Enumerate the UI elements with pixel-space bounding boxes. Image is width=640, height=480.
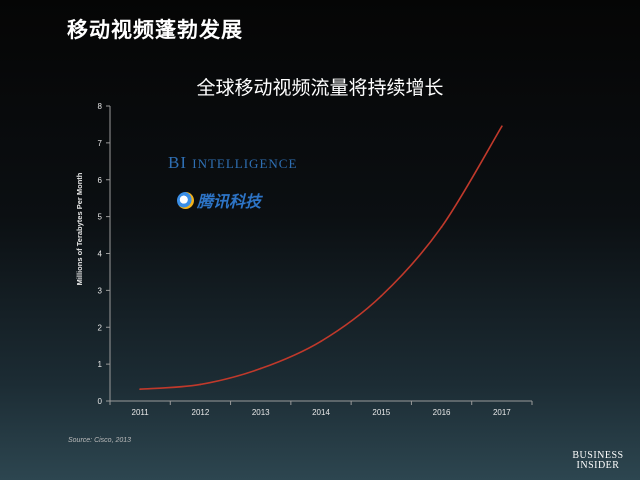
bi-watermark-main: BI: [168, 153, 187, 172]
y-tick-label: 1: [98, 360, 103, 369]
logo-line-2: Insider: [576, 460, 620, 471]
series-line: [140, 125, 503, 390]
x-tick-label: 2012: [192, 408, 210, 417]
slide-title: 移动视频蓬勃发展: [67, 18, 243, 42]
bi-intelligence-watermark: BI Intelligence: [168, 153, 297, 173]
data-point: [500, 125, 503, 128]
y-tick-label: 0: [98, 397, 103, 406]
x-tick-label: 2014: [312, 408, 330, 417]
x-tick-label: 2017: [493, 408, 511, 417]
y-tick-label: 4: [98, 250, 103, 259]
data-point: [139, 388, 142, 391]
y-tick-label: 6: [98, 176, 103, 185]
data-point: [440, 226, 443, 228]
x-tick-label: 2016: [433, 408, 451, 417]
data-point: [199, 383, 202, 386]
y-tick-label: 3: [98, 286, 103, 295]
y-axis-label: Millions of Terabytes Per Month: [75, 172, 84, 286]
logo-line-1: Business: [572, 450, 624, 461]
data-point: [320, 340, 322, 343]
x-tick-label: 2011: [132, 408, 150, 417]
bi-watermark-rest: Intelligence: [192, 156, 298, 171]
tencent-watermark: 腾讯科技: [177, 188, 261, 212]
data-point: [380, 295, 383, 297]
y-tick-label: 5: [98, 213, 103, 222]
tencent-logo-icon: [177, 191, 194, 209]
x-tick-label: 2013: [252, 408, 270, 417]
y-tick-label: 7: [98, 139, 103, 148]
chart-title: 全球移动视频流量将持续增长: [196, 77, 444, 99]
y-tick-label: 2: [98, 323, 103, 332]
source-note: Source: Cisco, 2013: [68, 437, 132, 444]
y-tick-label: 8: [98, 102, 103, 111]
x-tick-label: 2015: [372, 408, 390, 417]
business-insider-logo: Business Insider: [572, 451, 624, 471]
tencent-watermark-text: 腾讯科技: [197, 192, 262, 211]
data-point: [259, 367, 262, 370]
